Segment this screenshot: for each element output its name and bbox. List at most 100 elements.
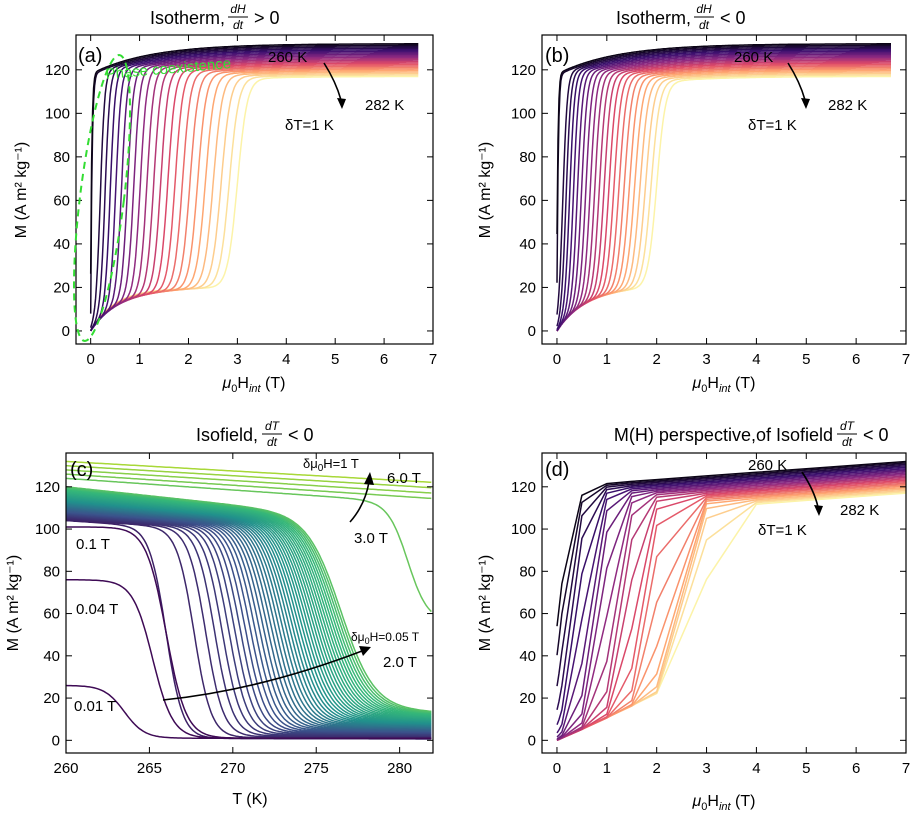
panel-b-title-fraction: dH dt < 0 (694, 2, 746, 32)
panel-d-label-step: δT=1 K (758, 522, 807, 539)
panel-c-ytick-label: 60 (43, 606, 60, 623)
panel-b-xlabel-sub2: int (719, 383, 732, 395)
panel-a-ytick-label: 80 (53, 149, 70, 166)
panel-a-title: Isotherm, (150, 8, 225, 28)
panel-a-series-261K (89, 44, 419, 314)
panel-c-arrow-fine (162, 650, 363, 701)
panel-c-series-1.15T (65, 500, 432, 725)
panel-c-ytick-label: 20 (43, 690, 60, 707)
panel-b-series-266K (556, 51, 891, 332)
panel-c-series-4.0T (65, 473, 432, 500)
panel-b-ytick-label: 120 (511, 62, 536, 79)
panel-a-label-step: δT=1 K (285, 117, 334, 134)
panel-b-label-step: δT=1 K (748, 117, 797, 134)
panel-a-xlabel-sub1: 0 (231, 383, 237, 395)
panel-a-xlabel-sub2: int (249, 383, 262, 395)
panel-b: 0 1 2 3 4 5 6 7 0 20 40 60 80 100 120 Isotherm, dH dt … (477, 2, 910, 395)
panel-b-xtick-label: 3 (702, 351, 710, 368)
panel-c-title-den: dt (267, 435, 278, 449)
panel-a-title-fraction: dH dt > 0 (228, 2, 280, 32)
panel-c-series-1.20T (65, 499, 432, 724)
panel-c-label-30T: 3.0 T (354, 530, 388, 547)
panel-b-xtick-label: 4 (752, 351, 760, 368)
panel-b-series-265K (556, 50, 891, 331)
panel-b-series-261K (556, 44, 891, 283)
panel-c-series-0.15T (65, 518, 432, 739)
panel-c-series-3.0T (65, 477, 432, 613)
panel-d-arrow (801, 471, 819, 508)
panel-b-xtick-label: 0 (553, 351, 561, 368)
panel-c-step-coarse-post: H=1 T (323, 456, 359, 471)
panel-d-series-273K (556, 479, 907, 741)
panel-d-title-relation: < 0 (863, 425, 889, 445)
panel-c-step-coarse-pre: δμ (303, 456, 318, 471)
panel-a-ytick-label: 40 (53, 236, 70, 253)
panel-d-letter: (d) (545, 459, 569, 481)
panel-b-xlabel-unit: (T) (731, 375, 756, 392)
panel-c-series-1.90T (65, 487, 432, 714)
panel-a-xtick-label: 0 (86, 351, 94, 368)
panel-c-series-1.60T (65, 492, 432, 719)
panel-c-label-20T: 2.0 T (383, 654, 417, 671)
panel-c-ytick-label: 120 (35, 479, 60, 496)
panel-c-series-0.90T (65, 505, 432, 729)
panel-c-arrow-coarse (349, 481, 370, 523)
panel-a-ylabel: M (A m² kg⁻¹) (13, 142, 30, 238)
panel-b-series-269K (556, 56, 891, 332)
panel-b-xtick-label: 5 (802, 351, 810, 368)
panel-b-title-num: dH (696, 2, 712, 16)
panel-b-series-264K (556, 49, 891, 330)
panel-d-xtick-label: 5 (802, 760, 810, 777)
panel-c-series-0.80T (65, 506, 432, 730)
panel-c-label-60T: 6.0 T (387, 470, 421, 487)
panel-a-series-263K (90, 47, 419, 331)
panel-a-arrowhead (337, 98, 346, 109)
panel-b-xlabel-base: μ (692, 375, 702, 392)
panel-c-series-0.10T (65, 518, 432, 740)
panel-d-title: M(H) perspective,of Isofield (614, 425, 833, 445)
panel-c-label-004T: 0.04 T (76, 601, 118, 618)
panel-c-ytick-label: 100 (35, 521, 60, 538)
panel-a-frame (75, 34, 434, 345)
panel-d-series-260K (556, 460, 907, 627)
panel-d-ytick-label: 20 (519, 690, 536, 707)
panel-c-ylabel: M (A m² kg⁻¹) (5, 555, 22, 651)
panel-a-arrow (323, 62, 342, 101)
panel-b-series-262K (556, 46, 891, 315)
panel-a-curves (89, 43, 419, 332)
panel-a-xtick-label: 2 (184, 351, 192, 368)
panel-c-series-1.80T (65, 489, 432, 716)
phase-coexistence-ellipse (72, 54, 132, 342)
panel-d-ytick-label: 40 (519, 648, 536, 665)
panel-a-xtick-label: 1 (135, 351, 143, 368)
panel-b-title-den: dt (699, 18, 710, 32)
panel-b-series-271K (556, 59, 891, 332)
panel-b-label-260K: 260 K (734, 49, 773, 66)
panel-c: 260 265 270 275 280 0 20 40 60 80 100 120 Isofield,… (5, 419, 434, 808)
panel-b-series-260K (556, 43, 891, 235)
panel-c-xtick-label: 265 (137, 760, 162, 777)
panel-a-xtick-label: 5 (331, 351, 339, 368)
panel-c-series-1.10T (65, 501, 432, 726)
panel-c-title: Isofield, (196, 425, 258, 445)
panel-c-series-1.00T (65, 503, 432, 727)
panel-b-xtick-label: 6 (852, 351, 860, 368)
panel-b-arrowhead (801, 98, 810, 109)
panel-d-arrowhead (814, 505, 823, 516)
panel-d-ylabel: M (A m² kg⁻¹) (477, 555, 494, 651)
panel-c-series-1.35T (65, 497, 432, 722)
panel-b-series-270K (556, 57, 891, 332)
panel-c-series-1.65T (65, 492, 432, 718)
panel-d-xtick-label: 3 (702, 760, 710, 777)
panel-c-series-5.0T (65, 469, 432, 494)
panel-a-xlabel-base: μ (222, 375, 232, 392)
panel-b-series-275K (556, 65, 891, 332)
panel-a-series-266K (90, 51, 419, 332)
panel-c-series-1.70T (65, 491, 432, 717)
panel-a-ytick-label: 100 (45, 105, 70, 122)
panel-b-series-276K (556, 66, 891, 332)
panel-b-xtick-label: 1 (603, 351, 611, 368)
panel-c-step-fine-pre: δμ (351, 630, 365, 644)
panel-c-series-1.05T (65, 502, 432, 726)
